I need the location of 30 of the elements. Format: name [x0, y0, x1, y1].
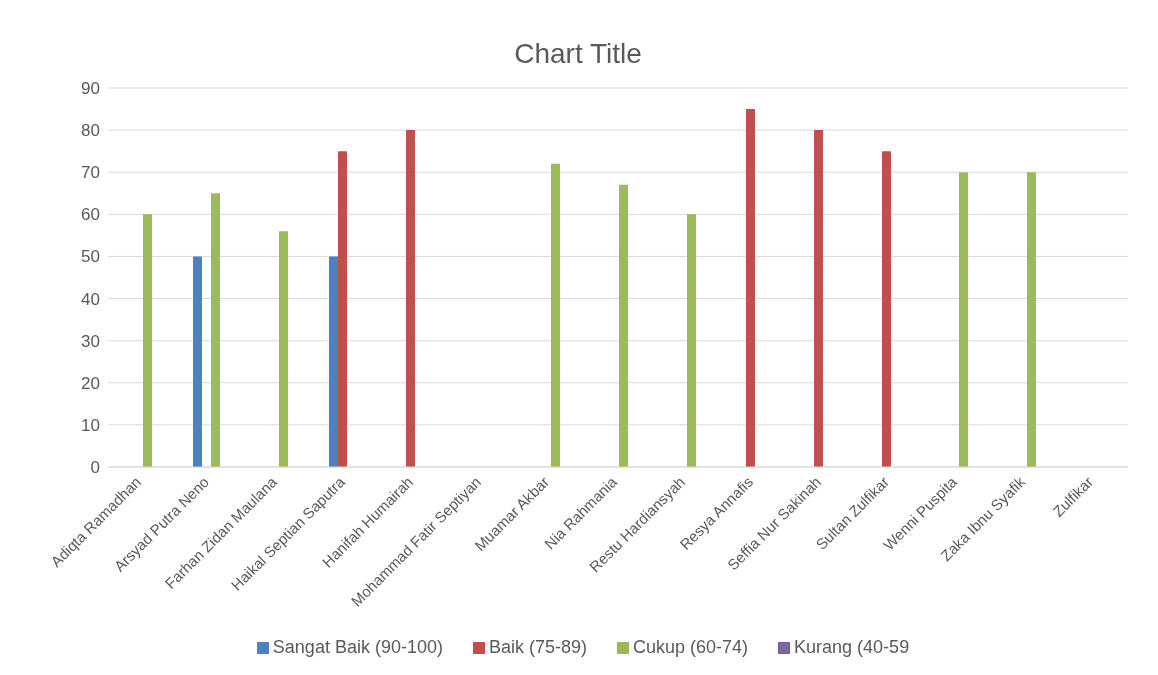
bar — [959, 172, 968, 467]
y-tick-label: 90 — [81, 79, 100, 99]
legend-label: Baik (75-89) — [488, 637, 587, 657]
bar — [193, 256, 202, 467]
y-tick-label: 40 — [81, 289, 100, 309]
bar — [329, 256, 338, 467]
bar — [338, 151, 347, 467]
bar — [406, 130, 415, 467]
bar — [143, 214, 152, 467]
bar — [211, 193, 220, 467]
y-tick-label: 70 — [81, 163, 100, 183]
bar — [882, 151, 891, 467]
chart-title: Chart Title — [513, 37, 643, 71]
legend-label: Sangat Baik (90-100) — [272, 637, 443, 657]
y-tick-label: 30 — [81, 331, 100, 351]
legend-label: Cukup (60-74) — [633, 637, 749, 657]
y-tick-label: 20 — [81, 373, 100, 393]
legend-label: Kurang (40-59 — [794, 637, 910, 657]
y-tick-label: 60 — [81, 205, 100, 225]
bar — [687, 214, 696, 467]
y-tick-label: 50 — [81, 247, 100, 267]
y-tick-label: 0 — [90, 458, 100, 478]
bar — [746, 109, 755, 467]
bar — [1027, 172, 1036, 467]
y-tick-label: 80 — [81, 121, 100, 141]
bar — [814, 130, 823, 467]
y-tick-label: 10 — [81, 415, 100, 435]
bar — [551, 163, 560, 467]
bar — [619, 184, 628, 467]
bar — [279, 231, 288, 467]
